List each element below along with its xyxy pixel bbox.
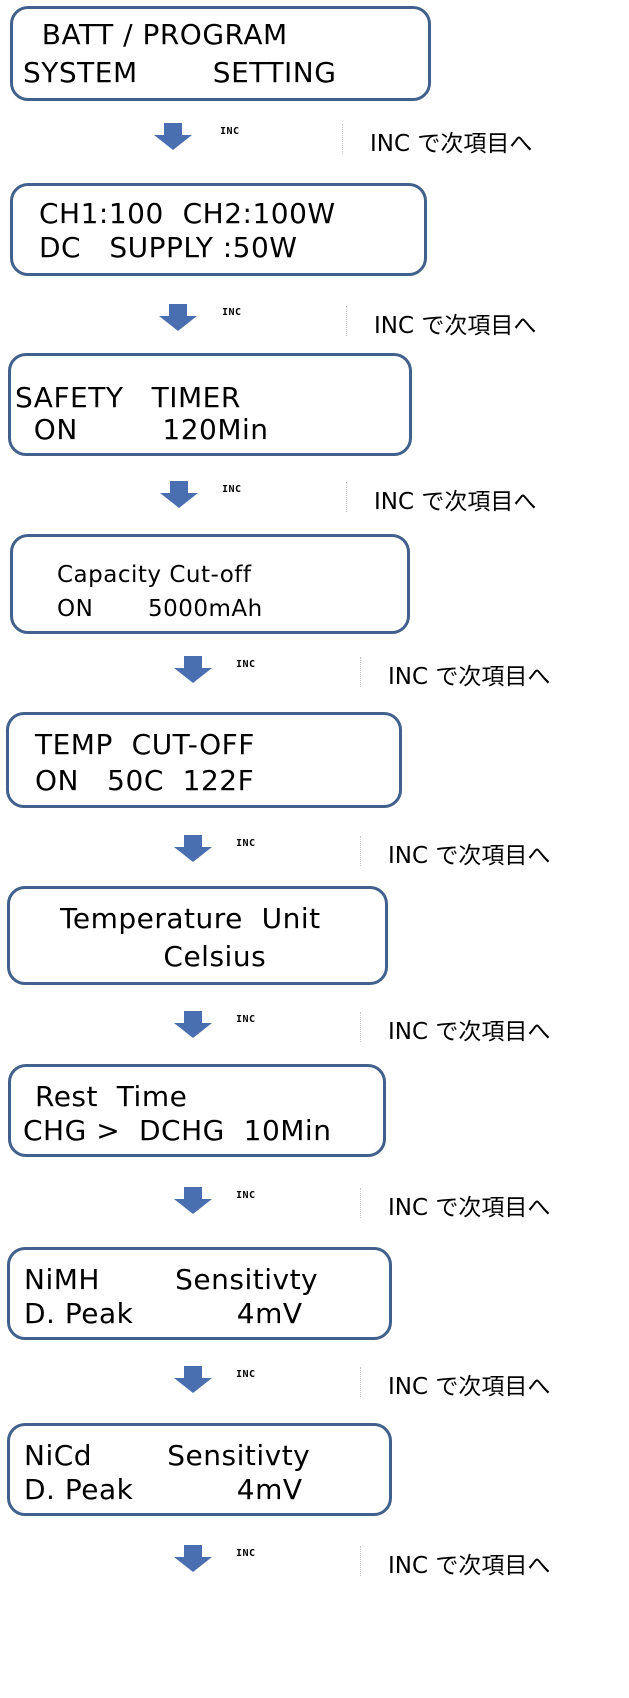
down-arrow-icon: [159, 304, 197, 331]
lcd-line-1: Temperature Unit: [60, 902, 321, 935]
lcd-screen-nimh-sensitivity: NiMH Sensitivty D. Peak 4mV: [7, 1247, 392, 1340]
inc-button-label: INC: [236, 1369, 256, 1380]
step-note: INC で次項目へ: [388, 1553, 551, 1579]
divider: [360, 1367, 362, 1397]
down-arrow-icon: [160, 481, 198, 508]
step-note: INC で次項目へ: [388, 664, 551, 690]
divider: [342, 124, 344, 154]
lcd-line-2: ON 50C 122F: [35, 764, 255, 797]
step-note: INC で次項目へ: [388, 1195, 551, 1221]
divider: [346, 482, 348, 512]
lcd-line-1: NiCd Sensitivty: [24, 1439, 311, 1472]
lcd-line-1: BATT / PROGRAM: [23, 18, 288, 51]
down-arrow-icon: [174, 656, 212, 683]
down-arrow-icon: [174, 835, 212, 862]
down-arrow-icon: [174, 1545, 212, 1572]
lcd-line-1: Capacity Cut-off: [57, 562, 252, 588]
divider: [360, 657, 362, 687]
down-arrow-icon: [174, 1366, 212, 1393]
inc-button-label: INC: [236, 1190, 256, 1201]
inc-button-label: INC: [236, 1014, 256, 1025]
lcd-line-2: DC SUPPLY :50W: [39, 231, 298, 264]
lcd-line-2: CHG > DCHG 10Min: [23, 1114, 332, 1147]
lcd-line-2: SYSTEM SETTING: [23, 56, 337, 89]
step-note: INC で次項目へ: [388, 1374, 551, 1400]
lcd-line-1: Rest Time: [35, 1080, 188, 1113]
inc-button-label: INC: [222, 484, 242, 495]
lcd-screen-power: CH1:100 CH2:100W DC SUPPLY :50W: [10, 183, 427, 276]
inc-button-label: INC: [236, 838, 256, 849]
inc-button-label: INC: [236, 659, 256, 670]
down-arrow-icon: [154, 123, 192, 150]
down-arrow-icon: [174, 1011, 212, 1038]
down-arrow-icon: [174, 1187, 212, 1214]
lcd-screen-temp-cutoff: TEMP CUT-OFF ON 50C 122F: [6, 712, 402, 808]
divider: [360, 1546, 362, 1576]
step-note: INC で次項目へ: [374, 313, 537, 339]
inc-button-label: INC: [222, 307, 242, 318]
lcd-screen-rest-time: Rest Time CHG > DCHG 10Min: [8, 1064, 386, 1157]
step-note: INC で次項目へ: [388, 843, 551, 869]
lcd-screen-capacity-cutoff: Capacity Cut-off ON 5000mAh: [10, 534, 410, 634]
inc-button-label: INC: [236, 1548, 256, 1559]
divider: [360, 1188, 362, 1218]
lcd-screen-nicd-sensitivity: NiCd Sensitivty D. Peak 4mV: [7, 1423, 392, 1516]
step-note: INC で次項目へ: [370, 131, 533, 157]
lcd-line-1: SAFETY TIMER: [15, 381, 241, 414]
lcd-line-2: Celsius: [60, 940, 267, 973]
lcd-line-2: ON 120Min: [15, 413, 269, 446]
lcd-line-2: D. Peak 4mV: [24, 1297, 303, 1330]
step-note: INC で次項目へ: [374, 489, 537, 515]
lcd-line-1: CH1:100 CH2:100W: [39, 197, 336, 230]
lcd-screen-safety-timer: SAFETY TIMER ON 120Min: [8, 353, 412, 456]
lcd-line-1: TEMP CUT-OFF: [35, 728, 255, 761]
divider: [346, 306, 348, 336]
lcd-line-1: NiMH Sensitivty: [24, 1263, 319, 1296]
divider: [360, 836, 362, 866]
lcd-line-2: D. Peak 4mV: [24, 1473, 303, 1506]
lcd-line-2: ON 5000mAh: [57, 596, 263, 622]
step-note: INC で次項目へ: [388, 1019, 551, 1045]
inc-button-label: INC: [220, 126, 240, 137]
divider: [360, 1012, 362, 1042]
lcd-screen-system-setting: BATT / PROGRAM SYSTEM SETTING: [10, 6, 431, 101]
lcd-screen-temperature-unit: Temperature Unit Celsius: [7, 886, 388, 985]
